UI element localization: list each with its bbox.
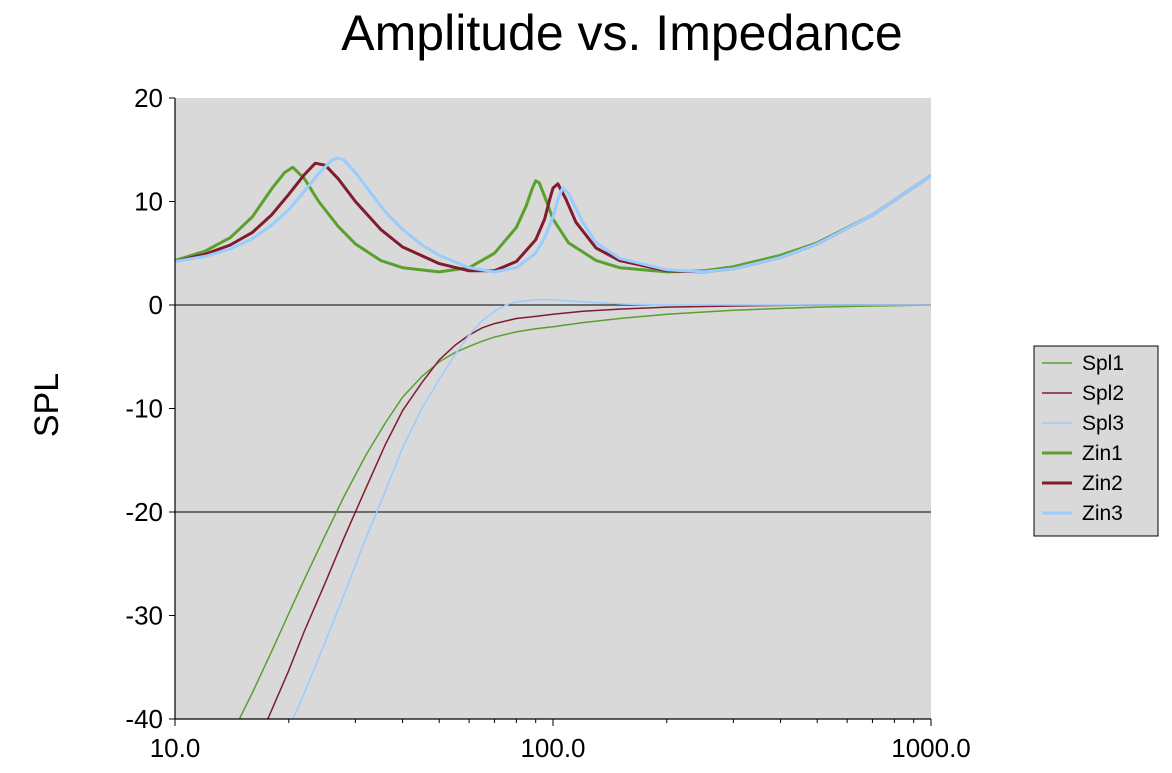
y-tick-label: 20 xyxy=(134,83,163,113)
x-tick-label: 10.0 xyxy=(150,733,201,763)
legend-item-zin1: Zin1 xyxy=(1082,442,1123,465)
legend-item-zin3: Zin3 xyxy=(1082,502,1123,525)
legend-item-spl3: Spl3 xyxy=(1082,412,1124,435)
y-tick-label: -10 xyxy=(125,394,163,424)
y-tick-label: -40 xyxy=(125,704,163,734)
x-tick-label: 1000.0 xyxy=(891,733,971,763)
y-tick-labels: 20 10 0 -10 -20 -30 -40 xyxy=(125,83,163,734)
plot-area xyxy=(175,98,931,719)
legend-item-spl2: Spl2 xyxy=(1082,382,1124,405)
y-tick-label: -20 xyxy=(125,497,163,527)
y-tick-label: 10 xyxy=(134,187,163,217)
legend: Spl1 Spl2 Spl3 Zin1 Zin2 Zin3 xyxy=(1033,345,1159,537)
series-line-spl1 xyxy=(238,304,931,719)
x-tick-labels: 10.0 100.0 1000.0 xyxy=(150,733,971,763)
legend-item-spl1: Spl1 xyxy=(1082,352,1124,375)
axes xyxy=(169,97,932,726)
series-line-zin3 xyxy=(175,156,931,274)
series-line-spl3 xyxy=(292,299,931,719)
legend-box xyxy=(1033,345,1159,537)
chart-title: Amplitude vs. Impedance xyxy=(341,5,902,61)
y-axis-label: SPL xyxy=(28,373,66,437)
legend-item-zin2: Zin2 xyxy=(1082,472,1123,495)
y-tick-label: -30 xyxy=(125,601,163,631)
x-tick-label: 100.0 xyxy=(520,733,585,763)
y-tick-label: 0 xyxy=(149,290,163,320)
series-lines xyxy=(175,156,931,719)
